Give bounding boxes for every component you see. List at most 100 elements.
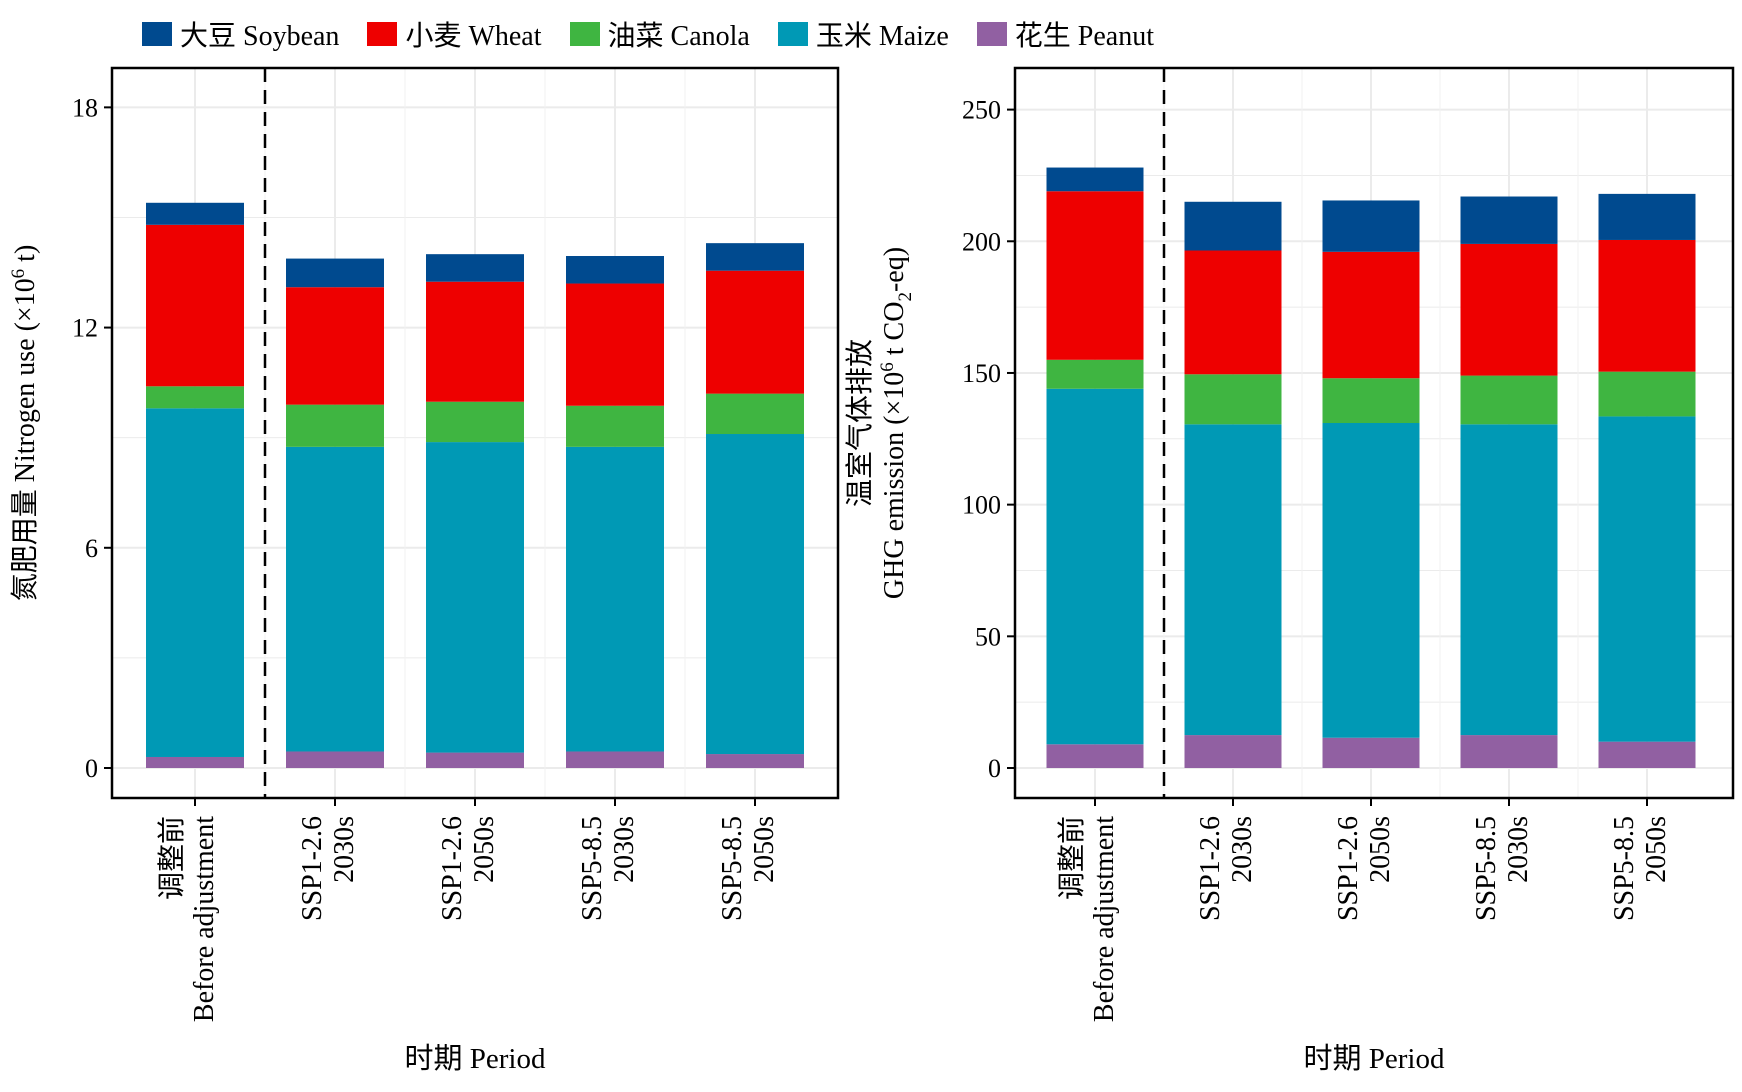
y-tick-label: 0 xyxy=(85,754,98,783)
bar-segment-wheat xyxy=(146,224,244,387)
x-axis: 调整前 Before adjustment SSP1-2.6 2030s SSP1-2.… xyxy=(1056,798,1672,1022)
bar-segment-maize xyxy=(1598,416,1696,742)
legend-label-wheat: 小麦 Wheat xyxy=(405,21,542,52)
bar-segment-wheat xyxy=(1184,250,1282,375)
y-axis-title-space xyxy=(10,482,41,489)
bar-segment-canola xyxy=(1598,371,1696,417)
bar-segment-peanut xyxy=(566,751,664,768)
bar-segment-maize xyxy=(1460,424,1558,736)
bar-segment-maize xyxy=(706,434,804,755)
bar-segment-peanut xyxy=(426,752,524,768)
bar-segment-maize xyxy=(1184,424,1282,736)
bar-segment-maize xyxy=(426,442,524,753)
bar-segment-soybean xyxy=(1184,201,1282,251)
x-tick-label: 2030s xyxy=(1227,816,1258,883)
y-axis-title-sub: 2 xyxy=(895,292,916,302)
x-tick-label: SSP5-8.5 xyxy=(577,816,608,921)
x-tick-label: Before adjustment xyxy=(189,816,220,1022)
chart-legend: 大豆 Soybean 小麦 Wheat 油菜 Canola 玉米 Maize 花… xyxy=(142,14,1154,54)
y-tick-label: 0 xyxy=(988,754,1001,783)
bar-segment-wheat xyxy=(1460,243,1558,376)
x-tick-label: 2030s xyxy=(609,816,640,883)
y-tick-label: 12 xyxy=(72,314,98,343)
legend-label-canola: 油菜 Canola xyxy=(607,21,750,52)
bars-group xyxy=(1046,167,1696,768)
bar-segment-peanut xyxy=(706,754,804,768)
x-tick-label: SSP1-2.6 xyxy=(437,816,468,921)
bar-segment-maize xyxy=(1322,423,1420,738)
bar-segment-wheat xyxy=(1598,239,1696,372)
bar-segment-maize xyxy=(566,446,664,752)
bar-segment-wheat xyxy=(1046,191,1144,360)
x-tick-label: SSP1-2.6 xyxy=(297,816,328,921)
legend-swatch-wheat xyxy=(367,22,398,46)
legend-label-peanut: 花生 Peanut xyxy=(1014,21,1155,52)
x-tick-label: 2050s xyxy=(1365,816,1396,883)
y-tick-label: 18 xyxy=(72,93,98,122)
legend-item-canola: 油菜 Canola xyxy=(569,14,750,54)
bar-segment-soybean xyxy=(286,258,384,288)
y-tick-label: 6 xyxy=(85,534,98,563)
legend-swatch-soybean xyxy=(142,22,172,46)
bar-segment-canola xyxy=(146,386,244,409)
x-axis-title: 时期 Period xyxy=(1304,1042,1445,1075)
bar-segment-peanut xyxy=(1322,737,1420,768)
y-tick-label: 50 xyxy=(975,622,1001,651)
bar-segment-peanut xyxy=(1046,744,1144,768)
x-axis: 调整前 Before adjustment SSP1-2.6 2030s SSP1-2.… xyxy=(156,798,780,1022)
bar-segment-maize xyxy=(146,408,244,757)
bar-segment-soybean xyxy=(1460,196,1558,244)
bar-segment-soybean xyxy=(1598,193,1696,240)
bar-segment-maize xyxy=(286,446,384,752)
legend-item-maize: 玉米 Maize xyxy=(777,14,949,54)
bar-segment-wheat xyxy=(286,287,384,405)
bar-segment-peanut xyxy=(1184,735,1282,768)
x-axis-title: 时期 Period xyxy=(405,1042,546,1075)
bar-segment-canola xyxy=(1046,359,1144,389)
bar-segment-soybean xyxy=(426,254,524,282)
y-tick-label: 100 xyxy=(962,491,1001,520)
bar-segment-soybean xyxy=(146,202,244,225)
legend-swatch-peanut xyxy=(976,22,1007,46)
x-tick-label: 调整前 xyxy=(1056,816,1088,900)
x-tick-label: SSP1-2.6 xyxy=(1333,816,1364,921)
y-axis-title-mid: t CO xyxy=(879,302,910,363)
y-tick-label: 150 xyxy=(962,359,1001,388)
bar-segment-canola xyxy=(1322,378,1420,423)
y-axis-title-en: Nitrogen use (×10 xyxy=(10,278,41,482)
bar-segment-maize xyxy=(1046,388,1144,745)
legend-item-peanut: 花生 Peanut xyxy=(976,14,1155,54)
bar-segment-wheat xyxy=(1322,251,1420,379)
y-axis-title-sup: 6 xyxy=(8,269,29,279)
bar-segment-peanut xyxy=(146,756,244,768)
bar-segment-wheat xyxy=(566,283,664,406)
legend-swatch-maize xyxy=(777,22,808,46)
bar-segment-canola xyxy=(286,404,384,447)
bar-segment-soybean xyxy=(1322,200,1420,252)
panel-border xyxy=(1013,66,1735,800)
y-axis: 0 50 100 150 200 250 xyxy=(962,96,1015,783)
bar-segment-wheat xyxy=(706,270,804,394)
bar-segment-canola xyxy=(566,405,664,447)
chart-panel-ghg: 0 50 100 150 200 250 调整前 Before adjustment SSP1-… xyxy=(844,66,1735,1075)
y-axis-title-cn: 氮肥用量 xyxy=(9,489,41,601)
y-tick-label: 250 xyxy=(962,96,1001,125)
bars-group xyxy=(146,202,804,768)
bar-segment-canola xyxy=(706,393,804,435)
y-axis-title-en: GHG emission (×10 xyxy=(879,372,910,599)
y-axis-title: 氮肥用量 Nitrogen use (×106 t) xyxy=(8,245,42,602)
bar-segment-soybean xyxy=(1046,167,1144,192)
x-tick-label: SSP5-8.5 xyxy=(1471,816,1502,921)
x-tick-label: 调整前 xyxy=(156,816,188,900)
bar-segment-soybean xyxy=(566,256,664,284)
y-axis-title-tail: t) xyxy=(10,245,41,269)
legend-label-soybean: 大豆 Soybean xyxy=(180,21,340,52)
bar-segment-peanut xyxy=(1598,741,1696,768)
bar-segment-canola xyxy=(1460,375,1558,425)
x-tick-label: SSP1-2.6 xyxy=(1195,816,1226,921)
legend-swatch-canola xyxy=(569,22,600,46)
y-axis: 0 6 12 18 xyxy=(72,93,112,783)
x-tick-label: Before adjustment xyxy=(1089,816,1120,1022)
y-axis-title-cn: 温室气体排放 xyxy=(844,339,876,507)
